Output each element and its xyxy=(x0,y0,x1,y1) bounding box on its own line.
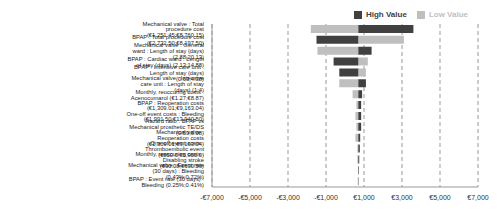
svg-text:€7,000: €7,000 xyxy=(467,194,489,201)
svg-text:Hazard ratio : BPAP vsMechanic: Hazard ratio : BPAP vsMechanical prosthe… xyxy=(129,118,204,136)
svg-text:BPAP : Event rate (30 days) :B: BPAP : Event rate (30 days) :Bleeding (0… xyxy=(129,176,205,188)
svg-text:-€7,000: -€7,000 xyxy=(200,194,224,201)
svg-text:-€1,000: -€1,000 xyxy=(314,194,338,201)
svg-text:-€3,000: -€3,000 xyxy=(276,194,300,201)
svg-text:€5,000: €5,000 xyxy=(429,194,451,201)
svg-text:€3,000: €3,000 xyxy=(391,194,413,201)
svg-text:-€5,000: -€5,000 xyxy=(238,194,262,201)
svg-text:Mechanical valve :Reoperation: Mechanical valve :Reoperation costs(€1,3… xyxy=(147,129,204,147)
svg-text:€1,000: €1,000 xyxy=(353,194,375,201)
